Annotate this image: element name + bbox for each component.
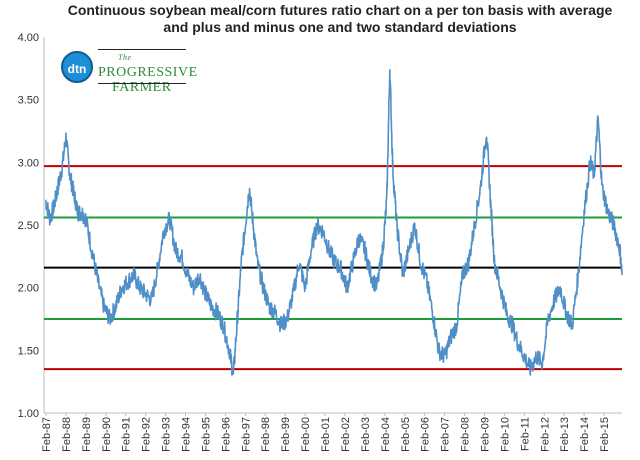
y-tick-label: 4.00: [18, 32, 39, 44]
x-tick-label: Feb-12: [539, 417, 551, 452]
dtn-badge: dtn: [61, 51, 93, 83]
x-tick-label: Feb-90: [101, 417, 113, 452]
x-tick-label: Feb-91: [121, 417, 133, 452]
x-tick-label: Feb-87: [41, 417, 53, 452]
x-tick-label: Feb-88: [61, 417, 73, 452]
x-tick-label: Feb-99: [280, 417, 292, 452]
x-tick-label: Feb-06: [420, 417, 432, 452]
x-tick-label: Feb-89: [81, 417, 93, 452]
y-tick-label: 2.00: [18, 283, 39, 295]
x-tick-label: Feb-96: [220, 417, 232, 452]
chart-title: Continuous soybean meal/corn futures rat…: [67, 2, 613, 35]
dtn-progressive-farmer-logo: dtn The PROGRESSIVE FARMER: [56, 47, 197, 95]
x-tick-label: Feb-00: [300, 417, 312, 452]
x-tick-label: Feb-04: [380, 417, 392, 452]
logo-wordmark: The PROGRESSIVE FARMER: [98, 50, 198, 95]
series-group: [45, 69, 623, 376]
y-tick-label: 2.50: [18, 220, 39, 232]
x-tick-label: Feb-03: [360, 417, 372, 452]
x-tick-label: Feb-01: [320, 417, 332, 452]
x-tick-label: Feb-05: [400, 417, 412, 452]
x-tick-label: Feb-11: [519, 417, 531, 451]
x-tick-label: Feb-97: [240, 417, 252, 452]
x-tick-label: Feb-14: [579, 417, 591, 452]
reference-lines: [44, 165, 622, 371]
logo-small-text: The: [118, 53, 132, 62]
x-tick-label: Feb-93: [161, 417, 173, 452]
x-tick-label: Feb-09: [479, 417, 491, 452]
axes: [43, 37, 622, 414]
x-tick-label: Feb-13: [559, 417, 571, 452]
x-tick-label: Feb-08: [460, 417, 472, 452]
y-tick-labels: 1.00 1.50 2.00 2.50 3.00 3.50 4.00: [18, 32, 39, 420]
x-tick-label: Feb-92: [141, 417, 153, 452]
logo-rule-bottom: [98, 83, 186, 84]
y-tick-label: 3.50: [18, 95, 39, 107]
y-tick-label: 1.00: [18, 408, 39, 420]
x-tick-label: Feb-10: [499, 417, 511, 452]
x-tick-label: Feb-02: [340, 417, 352, 452]
logo-rule-top: [98, 49, 186, 50]
ratio-series-line: [45, 69, 623, 376]
x-tick-label: Feb-15: [599, 417, 611, 452]
y-tick-label: 3.00: [18, 157, 39, 169]
logo-name-top: PROGRESSIVE: [98, 65, 198, 80]
x-tick-label: Feb-98: [260, 417, 272, 452]
x-tick-label: Feb-95: [200, 417, 212, 452]
x-tick-label: Feb-07: [440, 417, 452, 452]
x-tick-labels: Feb-87 Feb-88 Feb-89 Feb-90 Feb-91 Feb-92 Feb-…: [41, 413, 611, 452]
y-tick-label: 1.50: [18, 345, 39, 357]
x-tick-label: Feb-94: [181, 417, 193, 452]
